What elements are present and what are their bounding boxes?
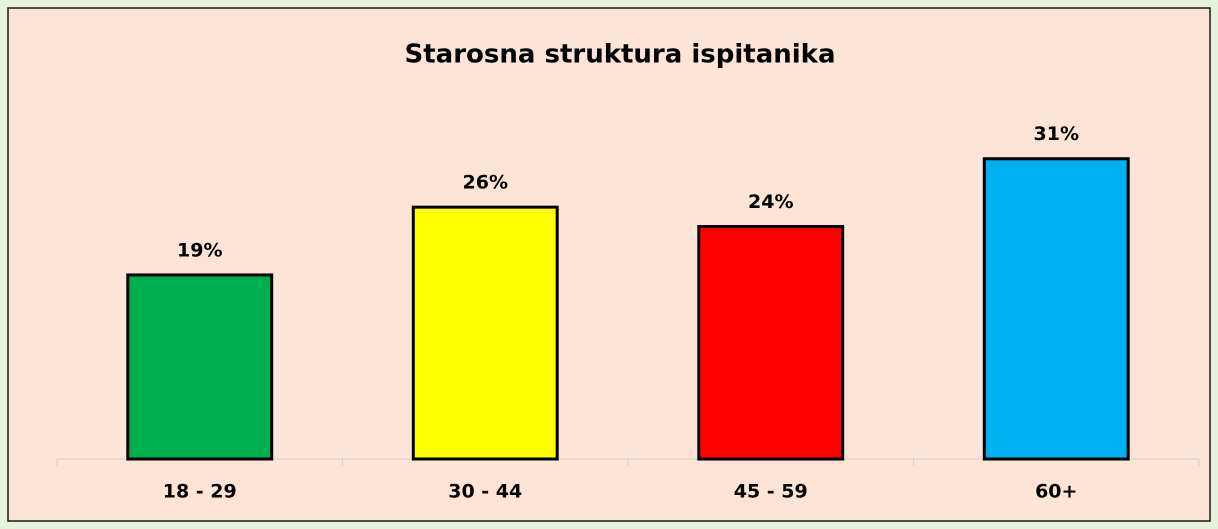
value-label: 24% <box>748 191 793 213</box>
value-label: 31% <box>1034 123 1079 145</box>
bar <box>982 157 1130 461</box>
x-tick-label: 45 - 59 <box>734 481 808 503</box>
bar <box>697 225 845 461</box>
bar <box>126 273 274 461</box>
x-tick-label: 18 - 29 <box>163 481 237 503</box>
x-tick-label: 60+ <box>1035 481 1077 503</box>
value-label: 19% <box>177 239 222 261</box>
bar <box>411 205 559 461</box>
x-tick-label: 30 - 44 <box>448 481 522 503</box>
value-label: 26% <box>463 172 508 194</box>
chart-title: Starosna struktura ispitanika <box>405 40 836 70</box>
